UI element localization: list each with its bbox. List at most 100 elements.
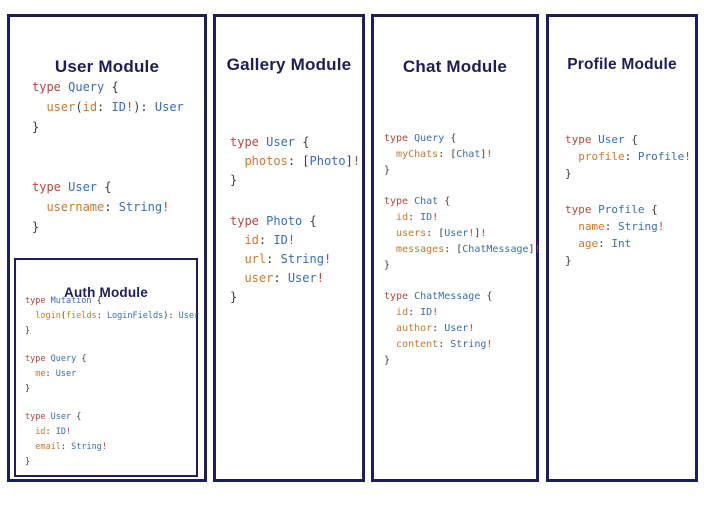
- code-token-bang: !: [468, 228, 475, 239]
- code-token-pn: }: [384, 355, 391, 366]
- code-block: type Chat { id: ID! users: [User!]! mess…: [384, 194, 541, 274]
- code-line: }: [25, 382, 199, 397]
- code-token-fld: photos: [244, 154, 288, 168]
- code-token-pn: }: [565, 254, 572, 267]
- code-token-pn: [230, 252, 244, 266]
- code-block: type Mutation { login(fields: LoginField…: [25, 294, 199, 339]
- code-token-pn: :: [45, 369, 56, 379]
- code-line: type ChatMessage {: [384, 289, 541, 305]
- code-token-bang: !: [657, 220, 665, 233]
- code-token-pn: [384, 339, 396, 350]
- code-token-kw: type: [384, 133, 415, 144]
- code-line: }: [384, 163, 541, 179]
- code-line: type Mutation {: [25, 294, 199, 309]
- code-token-bang: !: [162, 200, 170, 214]
- code-token-bang: !: [101, 442, 107, 452]
- code-line: myChats: [Chat]!: [384, 147, 541, 163]
- code-token-ty: LoginFields: [106, 311, 164, 321]
- code-line: type Chat {: [384, 194, 541, 210]
- code-token-kw: type: [25, 296, 51, 306]
- code-line: }: [32, 117, 184, 137]
- code-line: url: String!: [230, 250, 360, 269]
- chat-module-code: type Query { myChats: [Chat]!} type Chat …: [384, 131, 541, 384]
- code-line: user: User!: [230, 269, 360, 288]
- code-line: type User {: [565, 131, 691, 148]
- code-token-ty: User: [50, 412, 77, 422]
- code-token-pn: :: [604, 220, 618, 233]
- panel-chat-module: Chat Module type Query { myChats: [Chat]…: [371, 14, 541, 482]
- code-line: id: ID!: [384, 305, 541, 321]
- code-token-fld: id: [244, 233, 259, 247]
- code-token-pn: [565, 220, 578, 233]
- code-token-pn: }: [32, 220, 40, 234]
- code-token-bang: !: [316, 271, 324, 285]
- code-line: login(fields: LoginFields): User: [25, 309, 199, 324]
- code-token-fld: login: [35, 311, 61, 321]
- code-token-fld: url: [244, 252, 267, 266]
- code-token-pn: [25, 369, 35, 379]
- code-token-pn: :: [45, 427, 56, 437]
- code-line: user(id: ID!): User: [32, 97, 183, 117]
- code-block: type Query { user(id: ID!): User}: [32, 77, 184, 137]
- code-token-ty: Chat: [456, 149, 481, 160]
- code-line: }: [384, 353, 541, 369]
- code-token-bang: !: [480, 228, 487, 239]
- gallery-module-code: type User { photos: [Photo]!} type Photo …: [230, 133, 360, 329]
- code-line: type User {: [25, 410, 199, 425]
- code-token-ty: ChatMessage: [414, 291, 487, 302]
- code-token-bang: !: [287, 233, 296, 247]
- gallery-module-title: Gallery Module: [226, 55, 352, 75]
- panel-user-module: User Module type Query { user(id: ID!): …: [7, 14, 207, 482]
- code-token-pn: [384, 212, 396, 223]
- code-token-pn: :: [258, 233, 274, 247]
- code-block: type Photo { id: ID! url: String! user: …: [230, 212, 360, 307]
- code-token-bang: !: [352, 154, 361, 168]
- code-token-fld: profile: [578, 150, 625, 163]
- auth-module-title: Auth Module: [64, 284, 148, 300]
- code-token-kw: type: [565, 203, 599, 216]
- code-token-ty: Query: [50, 354, 82, 364]
- code-token-kw: type: [384, 196, 415, 207]
- code-token-fld: email: [35, 442, 61, 452]
- code-token-ty: User: [178, 311, 200, 321]
- code-token-fld: user: [244, 271, 274, 285]
- code-token-ty: ChatMessage: [462, 244, 529, 255]
- code-line: photos: [Photo]!: [230, 152, 360, 171]
- code-line: }: [230, 171, 360, 190]
- code-token-pn: ):: [133, 100, 155, 114]
- code-token-pn: {: [104, 180, 112, 194]
- code-token-ty: User: [598, 133, 632, 146]
- code-token-pn: }: [565, 167, 572, 180]
- code-line: age: Int: [565, 235, 691, 252]
- code-token-ty: User: [68, 180, 105, 194]
- code-token-fld: id: [82, 100, 98, 114]
- code-token-pn: [565, 237, 578, 250]
- code-token-pn: (: [60, 311, 66, 321]
- code-line: }: [565, 252, 691, 269]
- code-token-pn: {: [444, 196, 451, 207]
- code-line: messages: [ChatMessage]!: [384, 242, 541, 258]
- code-token-pn: [384, 244, 396, 255]
- code-token-fld: myChats: [396, 149, 439, 160]
- code-token-kw: type: [25, 354, 51, 364]
- code-token-pn: [565, 150, 578, 163]
- code-token-ty: ID: [55, 427, 66, 437]
- code-token-pn: }: [25, 326, 31, 336]
- code-token-pn: :: [438, 339, 451, 350]
- code-token-bang: !: [125, 100, 134, 114]
- code-block: type ChatMessage { id: ID! author: User!…: [384, 289, 541, 369]
- code-token-pn: ]: [480, 149, 487, 160]
- code-token-pn: : [: [438, 149, 457, 160]
- code-token-pn: :: [97, 100, 112, 114]
- code-token-bang: !: [486, 149, 493, 160]
- code-token-pn: [25, 311, 35, 321]
- code-token-fld: users: [396, 228, 427, 239]
- code-token-pn: [230, 271, 244, 285]
- code-line: type Profile {: [565, 201, 691, 218]
- code-line: }: [25, 324, 199, 339]
- code-token-ty: User: [444, 228, 469, 239]
- code-token-bang: !: [432, 212, 439, 223]
- code-line: type Query {: [384, 131, 541, 147]
- code-line: id: ID!: [25, 425, 199, 440]
- code-token-pn: [25, 442, 35, 452]
